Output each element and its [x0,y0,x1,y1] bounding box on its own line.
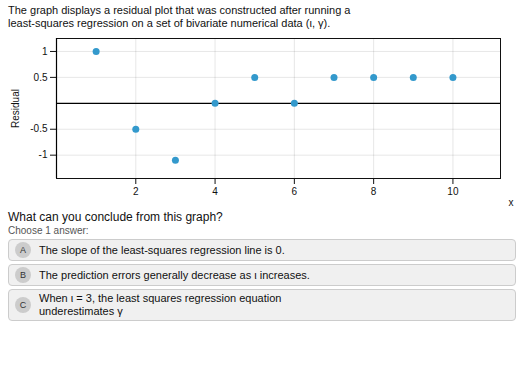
html-text:When ι = 3, the least squares: When ι = 3, the least squares regression… [39,292,282,304]
svg-text:8: 8 [371,186,377,197]
html-text:B: B [20,269,26,280]
html-text:What can you conclude from thi: What can you conclude from this graph? [8,210,223,224]
svg-text:6: 6 [292,186,298,197]
html-text:Choose 1 answer:: Choose 1 answer: [8,225,89,236]
html-text:The slope of the least-squares: The slope of the least-squares regressio… [39,243,285,256]
svg-text:-1: -1 [39,149,48,160]
svg-text:0.5: 0.5 [34,72,48,83]
svg-text:Residual: Residual [10,89,21,128]
html-text:C: C [19,299,27,310]
svg-text:1: 1 [42,46,48,57]
svg-text:x: x [509,197,514,208]
html-text:underestimates γ: underestimates γ [39,305,123,317]
html-text:The prediction errors generall: The prediction errors generally decrease… [39,268,310,281]
svg-text:-0.5: -0.5 [30,123,48,134]
html-text:least-squares regression on a: least-squares regression on a set of biv… [8,17,331,29]
svg-text:4: 4 [212,186,218,197]
svg-text:10: 10 [447,186,459,197]
html-text:A: A [20,244,26,255]
html-text:The graph displays a residual: The graph displays a residual plot that … [8,4,351,16]
svg-text:2: 2 [133,186,139,197]
